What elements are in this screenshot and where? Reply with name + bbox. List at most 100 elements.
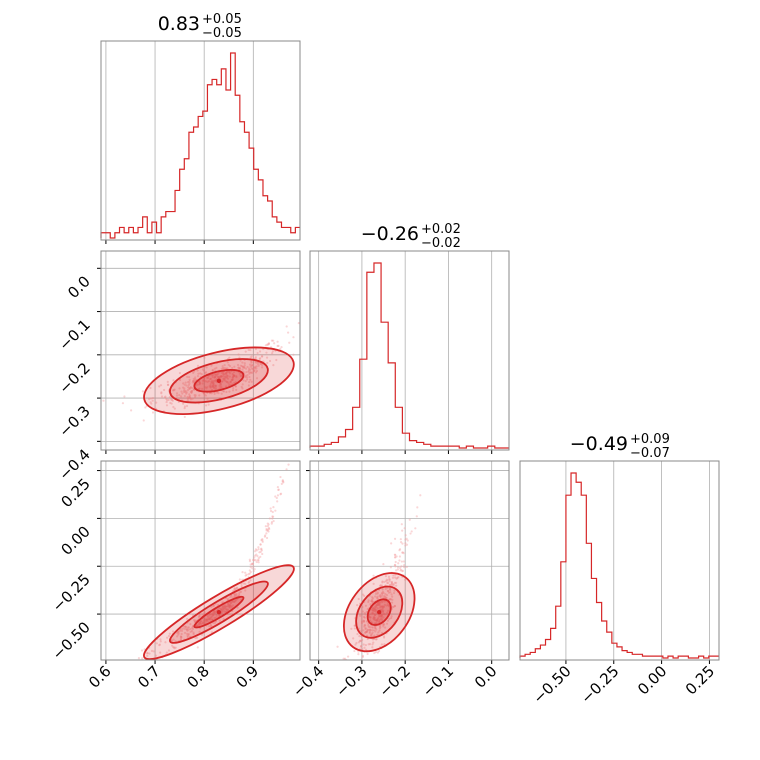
sample-point <box>235 388 238 391</box>
sample-point <box>211 381 214 384</box>
sample-point <box>225 390 228 394</box>
sample-point <box>400 568 403 571</box>
sample-point <box>219 383 222 386</box>
sample-point <box>249 378 252 381</box>
sample-point <box>180 636 183 639</box>
sample-point <box>370 599 373 603</box>
sample-point <box>257 556 260 560</box>
sample-point <box>226 380 229 384</box>
sample-point <box>375 604 378 607</box>
sample-point <box>256 362 260 366</box>
sample-point <box>252 559 255 562</box>
sample-point <box>233 594 236 597</box>
sample-point <box>211 368 214 372</box>
sample-point <box>261 363 264 367</box>
sample-point <box>244 589 247 592</box>
sample-point <box>141 390 144 393</box>
sample-point <box>391 576 395 579</box>
sample-point <box>165 404 169 407</box>
sample-point <box>270 339 274 342</box>
sample-point <box>239 590 243 593</box>
sample-point <box>167 634 171 638</box>
sample-point <box>368 630 371 634</box>
sample-point <box>391 595 394 598</box>
sample-point <box>212 382 215 385</box>
sample-point <box>371 607 374 610</box>
sample-point <box>210 613 213 616</box>
sample-point <box>362 619 366 623</box>
sample-point <box>258 551 261 554</box>
sample-point <box>392 574 395 577</box>
sample-point <box>293 434 295 436</box>
sample-point <box>135 668 137 670</box>
sample-point <box>235 375 238 378</box>
sample-point <box>159 638 162 641</box>
sample-point <box>265 536 269 540</box>
sample-point <box>399 540 403 544</box>
sample-point <box>364 627 367 630</box>
sample-point <box>372 618 376 621</box>
sample-point <box>198 621 201 625</box>
sample-point <box>186 381 190 384</box>
sample-point <box>194 619 197 622</box>
sample-point <box>371 663 373 665</box>
title-0-err-minus: −0.05 <box>202 26 242 41</box>
sample-point <box>381 581 384 584</box>
sample-point <box>381 590 385 593</box>
tick-label-y-1-4: 0.0 <box>64 272 94 302</box>
sample-point <box>381 588 384 591</box>
sample-point <box>377 620 380 623</box>
sample-point <box>390 582 393 585</box>
sample-point <box>248 363 252 366</box>
sample-point <box>381 618 384 621</box>
sample-point <box>208 613 211 617</box>
sample-point <box>164 395 167 398</box>
sample-point <box>381 610 385 614</box>
sample-point <box>215 614 218 617</box>
sample-point <box>221 380 224 383</box>
sample-point <box>368 632 371 635</box>
tick-label-x-1-0: −0.4 <box>289 662 327 700</box>
sample-point <box>281 480 284 483</box>
sample-point <box>387 581 390 585</box>
density-2-0 <box>135 434 295 670</box>
sample-point <box>372 641 375 644</box>
sample-point <box>361 593 365 596</box>
sample-point <box>212 386 215 389</box>
sample-point <box>371 597 375 600</box>
sample-point <box>376 651 379 654</box>
sample-point <box>276 344 279 348</box>
sample-point <box>266 525 269 528</box>
sample-point <box>186 375 189 379</box>
sample-point <box>228 375 231 378</box>
sample-point <box>232 387 235 390</box>
sample-point <box>220 392 223 395</box>
sample-point <box>289 457 291 459</box>
sample-point <box>178 387 181 390</box>
sample-point <box>272 364 275 367</box>
sample-point <box>361 648 364 651</box>
sample-point <box>369 625 372 629</box>
sample-point <box>209 377 213 380</box>
sample-point <box>250 367 254 370</box>
sample-point <box>273 342 276 345</box>
sample-point <box>363 594 366 597</box>
sample-point <box>386 611 389 614</box>
sample-point <box>390 542 393 545</box>
sample-point <box>247 370 250 373</box>
sample-point <box>247 369 250 372</box>
sample-point <box>235 592 238 596</box>
sample-point <box>383 623 386 626</box>
sample-point <box>151 411 155 414</box>
sample-point <box>226 605 229 608</box>
sample-point <box>223 377 226 380</box>
sample-point <box>222 375 225 378</box>
sample-point <box>197 615 201 619</box>
sample-point <box>251 364 254 367</box>
sample-point <box>260 548 263 551</box>
sample-point <box>271 515 274 518</box>
sample-point <box>372 574 375 577</box>
sample-point <box>255 377 259 380</box>
sample-point <box>401 570 404 573</box>
sample-point <box>277 344 280 347</box>
